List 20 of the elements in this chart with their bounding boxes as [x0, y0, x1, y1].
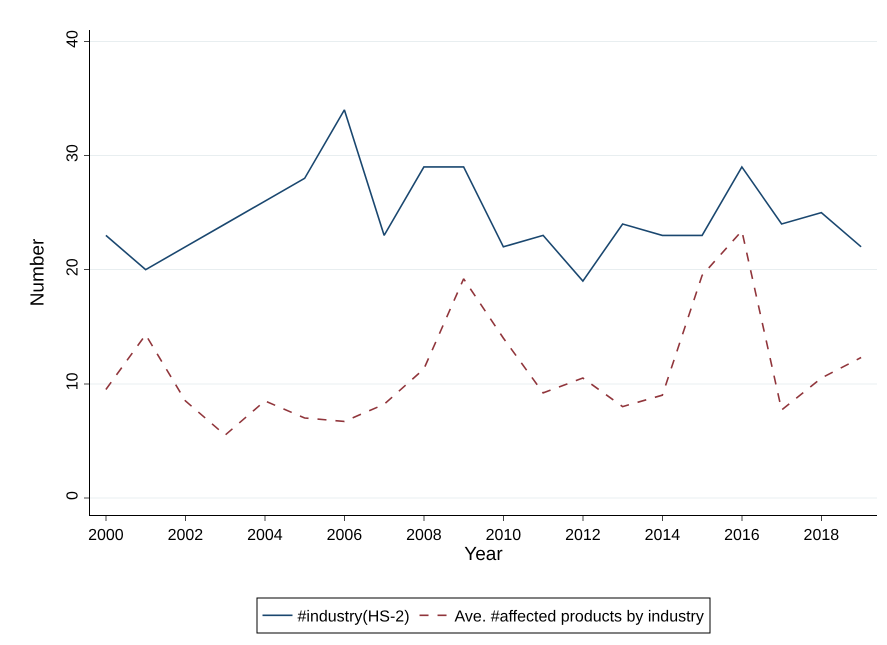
x-tick-label: 2002: [168, 527, 204, 544]
x-tick-label: 2004: [247, 527, 283, 544]
y-tick-label: 10: [64, 372, 82, 390]
legend-label: Ave. #affected products by industry: [454, 608, 704, 626]
x-tick-label: 2010: [486, 527, 522, 544]
x-axis-title: Year: [464, 544, 504, 566]
y-axis-title: Number: [27, 238, 48, 306]
x-tick-label: 2006: [326, 527, 362, 544]
x-tick-label: 2000: [88, 527, 124, 544]
x-tick-label: 2018: [804, 527, 840, 544]
x-tick-label: 2012: [565, 527, 601, 544]
x-tick-label: 2014: [644, 527, 680, 544]
y-tick-label: 30: [64, 144, 82, 162]
x-tick-label: 2008: [406, 527, 442, 544]
y-tick-label: 20: [64, 258, 82, 276]
y-tick-label: 0: [64, 490, 82, 500]
legend-label: #industry(HS-2): [298, 608, 410, 626]
y-tick-label: 40: [64, 30, 82, 48]
line-series: [105, 109, 862, 282]
x-tick-label: 2016: [724, 527, 760, 544]
